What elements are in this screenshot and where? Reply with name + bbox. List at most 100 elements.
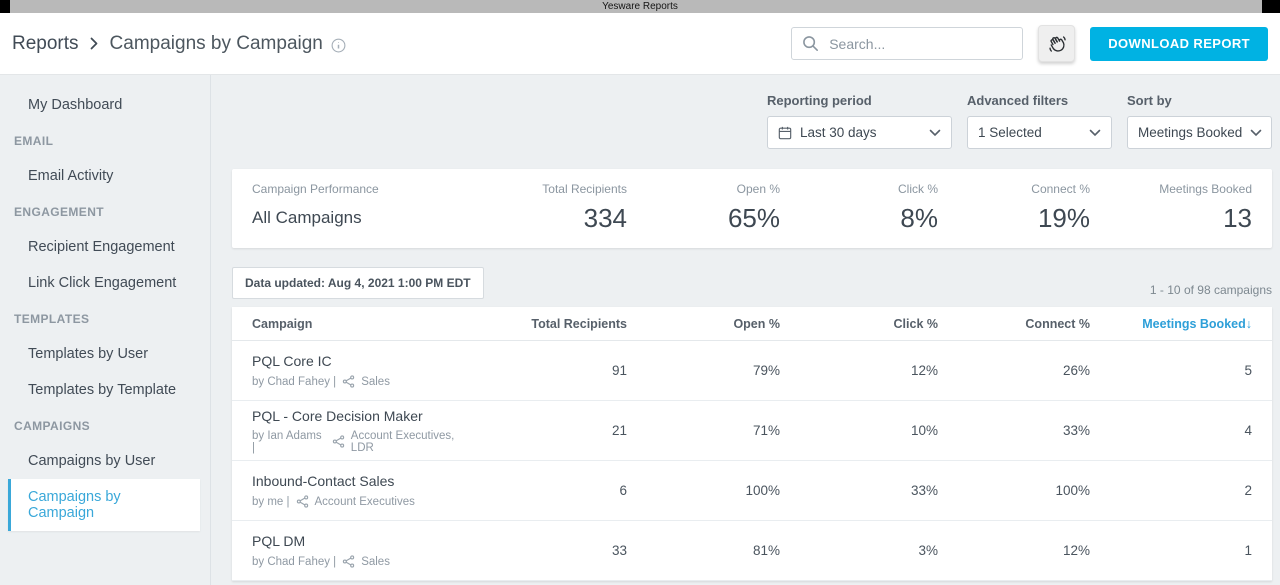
sidebar-item-link-click-engagement[interactable]: Link Click Engagement [28,275,177,291]
sidebar-item-email-activity[interactable]: Email Activity [28,168,114,184]
sidebar-section-campaigns: CAMPAIGNS [14,419,91,433]
gesture-wave-button[interactable] [1038,25,1076,62]
advanced-filters-select[interactable]: 1 Selected [967,116,1112,149]
cell-meetings: 1 [1244,543,1252,558]
sort-by-value: Meetings Booked [1138,125,1243,140]
campaign-performance-card: Campaign Performance All Campaigns Total… [232,169,1272,248]
sidebar-section-templates: TEMPLATES [14,312,90,326]
sort-by-select[interactable]: Meetings Booked [1127,116,1272,149]
summary-metric-open-pct: Open % 65% [727,182,780,233]
data-updated-badge: Data updated: Aug 4, 2021 1:00 PM EDT [232,267,484,299]
sort-by-filter: Sort by Meetings Booked [1127,93,1272,149]
cell-click: 10% [910,423,938,438]
filters-bar: Reporting period Last 30 days Advanced f… [232,93,1272,149]
campaign-name[interactable]: Inbound-Contact Sales [252,473,395,489]
sidebar-item-templates-by-user[interactable]: Templates by User [28,346,149,362]
breadcrumb: Reports Campaigns by Campaign [12,33,346,55]
cell-open: 79% [752,363,780,378]
cell-open: 100% [745,483,780,498]
reporting-period-label: Reporting period [767,93,872,108]
campaign-name[interactable]: PQL Core IC [252,353,332,369]
sort-desc-icon: ↓ [1245,316,1252,331]
campaign-name[interactable]: PQL - Core Decision Maker [252,407,423,424]
chevron-down-icon [1089,129,1101,137]
sidebar-section-engagement: ENGAGEMENT [14,205,105,219]
cell-open: 71% [752,423,780,438]
search-box[interactable] [791,27,1024,60]
sidebar-item-templates-by-template[interactable]: Templates by Template [28,382,177,398]
cell-connect: 33% [1062,423,1090,438]
os-top-bar: Yesware Reports [0,0,1280,13]
col-header-campaign[interactable]: Campaign [252,316,313,331]
table-row[interactable]: PQL - Core Decision Maker by Ian Adams |… [232,401,1272,461]
reporting-period-select[interactable]: Last 30 days [767,116,952,149]
campaign-byline: by Chad Fahey | Sales [252,555,390,568]
screen-corner-right [1262,0,1280,13]
app-body: My Dashboard EMAIL Email Activity ENGAGE… [0,75,1280,585]
sidebar-item-campaigns-by-campaign[interactable]: Campaigns by Campaign [8,479,200,531]
col-header-connect-pct[interactable]: Connect % [1025,316,1090,331]
campaign-name[interactable]: PQL DM [252,533,306,549]
search-input[interactable] [827,34,1013,53]
advanced-filters-filter: Advanced filters 1 Selected [967,93,1112,149]
cell-meetings: 2 [1244,483,1252,498]
table-header-row: Campaign Total Recipients Open % Click %… [232,307,1272,341]
header-actions: DOWNLOAD REPORT [791,25,1268,62]
advanced-filters-label: Advanced filters [967,93,1069,108]
campaign-byline: by me | Account Executives [252,495,415,508]
breadcrumb-chevron-icon [89,36,100,51]
cell-recipients: 6 [619,483,627,498]
col-header-total-recipients[interactable]: Total Recipients [531,316,627,331]
summary-metric-meetings-booked: Meetings Booked 13 [1159,182,1252,233]
table-row[interactable]: PQL DM by Chad Fahey | Sales 33 81% 3% 1… [232,521,1272,581]
campaign-team: Account Executives, LDR [350,429,455,454]
cell-connect: 12% [1062,543,1090,558]
share-icon [342,555,355,568]
cell-meetings: 4 [1244,423,1252,438]
col-header-click-pct[interactable]: Click % [893,316,938,331]
summary-metric-click-pct: Click % 8% [897,182,938,233]
sidebar-section-email: EMAIL [14,134,54,148]
sidebar-item-campaigns-by-user[interactable]: Campaigns by User [28,453,156,469]
sidebar-item-my-dashboard[interactable]: My Dashboard [28,97,123,113]
sort-by-label: Sort by [1127,93,1172,108]
table-row[interactable]: PQL Core IC by Chad Fahey | Sales 91 79%… [232,341,1272,401]
cell-recipients: 33 [611,543,627,558]
download-report-button[interactable]: DOWNLOAD REPORT [1090,26,1268,61]
reporting-period-value: Last 30 days [800,125,877,140]
page-title: Campaigns by Campaign [109,32,323,54]
summary-metric-total-recipients: Total Recipients 334 [542,182,627,233]
pagination-status: 1 - 10 of 98 campaigns [1149,283,1272,297]
cell-click: 3% [918,543,938,558]
col-header-meetings-booked[interactable]: Meetings Booked↓ [1142,316,1252,331]
screen-corner-left [0,0,10,13]
share-icon [342,375,355,388]
campaign-team: Account Executives [314,495,415,508]
cell-recipients: 91 [611,363,627,378]
col-header-open-pct[interactable]: Open % [733,316,780,331]
calendar-icon [778,126,792,140]
window-title: Yesware Reports [602,1,678,12]
cell-click: 12% [910,363,938,378]
table-meta-row: Data updated: Aug 4, 2021 1:00 PM EDT 1 … [232,267,1272,299]
summary-card-label: Campaign Performance [252,182,379,196]
table-row[interactable]: Inbound-Contact Sales by me | Account Ex… [232,461,1272,521]
campaign-team: Sales [361,555,390,568]
campaign-byline: by Ian Adams | Account Executives, LDR [252,430,477,454]
main-content: Reporting period Last 30 days Advanced f… [211,75,1280,585]
reporting-period-filter: Reporting period Last 30 days [767,93,952,149]
summary-metric-connect-pct: Connect % 19% [1031,182,1090,233]
sidebar-item-recipient-engagement[interactable]: Recipient Engagement [28,239,175,255]
waving-hand-icon [1046,33,1068,55]
cell-connect: 26% [1062,363,1090,378]
summary-card-title: All Campaigns [252,208,362,227]
cell-connect: 100% [1055,483,1090,498]
campaign-byline: by Chad Fahey | Sales [252,375,390,388]
info-icon[interactable] [331,38,346,53]
cell-meetings: 5 [1244,363,1252,378]
campaigns-table: Campaign Total Recipients Open % Click %… [232,307,1272,581]
breadcrumb-reports-link[interactable]: Reports [12,32,79,54]
cell-click: 33% [910,483,938,498]
share-icon [332,435,345,448]
cell-recipients: 21 [611,423,627,438]
